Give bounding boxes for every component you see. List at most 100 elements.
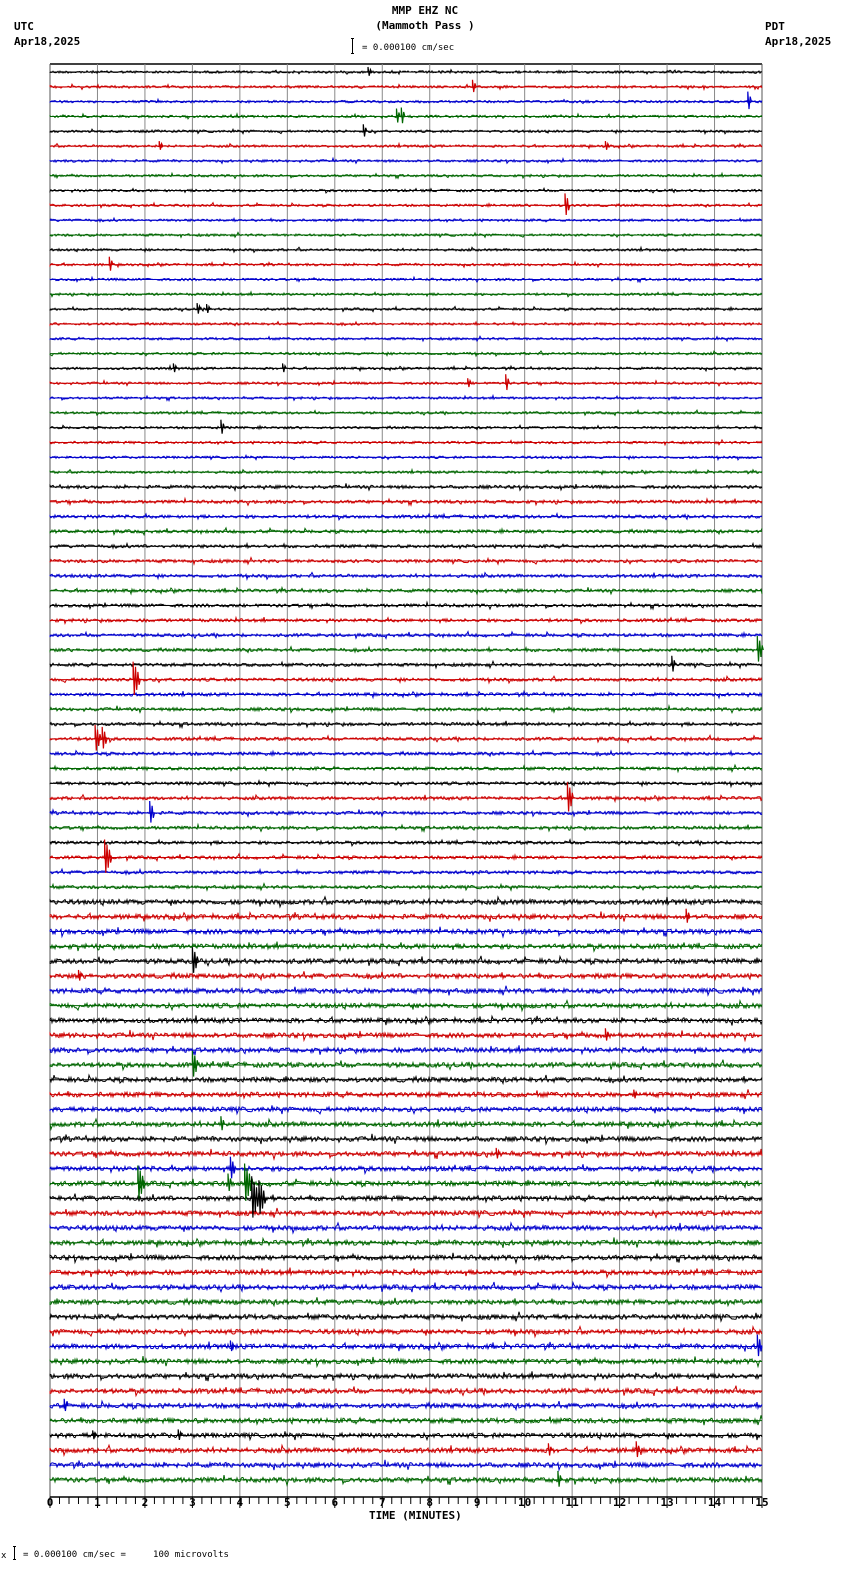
seismic-event — [220, 419, 226, 434]
x-tick-label: 9 — [473, 1496, 481, 1509]
seismic-trace — [49, 290, 763, 298]
seismic-trace — [49, 1073, 763, 1086]
seismic-event — [92, 1430, 97, 1440]
seismic-event — [229, 1340, 235, 1352]
x-tick-label: 15 — [755, 1496, 769, 1509]
seismic-trace — [49, 615, 763, 625]
seismic-event — [747, 91, 752, 110]
seismic-trace — [49, 201, 763, 209]
seismic-event — [177, 1429, 183, 1440]
seismic-trace — [49, 1311, 763, 1323]
seismic-event — [633, 1089, 638, 1099]
x-tick-label: 1 — [94, 1496, 101, 1509]
seismic-trace — [49, 483, 763, 492]
seismic-event — [137, 1165, 146, 1199]
seismic-trace — [49, 350, 763, 358]
seismic-trace — [49, 467, 763, 476]
seismic-trace — [49, 1325, 763, 1339]
seismic-event — [400, 107, 406, 124]
seismic-trace — [49, 719, 763, 730]
seismic-trace — [49, 1089, 763, 1100]
seismic-trace — [49, 260, 763, 269]
seismic-trace — [49, 335, 763, 343]
seismic-event — [227, 1173, 233, 1192]
x-tick-label: 3 — [189, 1496, 196, 1509]
seismic-trace — [49, 378, 763, 387]
seismic-event — [395, 108, 401, 123]
footer-scale-bar-icon — [13, 1546, 17, 1560]
seismic-event — [229, 1156, 236, 1179]
seismic-trace — [49, 526, 763, 537]
seismic-trace — [49, 141, 763, 150]
seismic-event — [685, 908, 691, 923]
seismic-event — [63, 1398, 69, 1412]
seismic-trace — [49, 320, 763, 327]
x-tick-label: 6 — [331, 1496, 339, 1509]
seismic-trace — [49, 82, 763, 92]
seismic-event — [362, 124, 368, 137]
seismic-trace — [49, 187, 763, 194]
seismic-trace — [49, 749, 763, 758]
seismic-trace — [49, 1133, 762, 1146]
seismic-trace — [49, 659, 763, 670]
seismic-event — [557, 1470, 563, 1487]
seismic-trace — [49, 971, 763, 982]
footer-scale-label: = 0.000100 cm/sec = 100 microvolts — [23, 1550, 229, 1560]
x-tick-label: 13 — [660, 1496, 674, 1509]
seismic-event — [564, 193, 571, 216]
seismic-trace — [49, 704, 763, 715]
seismic-trace — [49, 1207, 763, 1220]
seismic-trace — [49, 1280, 763, 1294]
seismic-event — [206, 304, 211, 314]
seismic-trace — [49, 985, 763, 997]
seismic-trace — [49, 1029, 763, 1043]
seismic-trace — [49, 1415, 763, 1426]
seismic-trace — [49, 1014, 763, 1026]
seismic-trace — [49, 1443, 763, 1458]
x-tick-label: 2 — [141, 1496, 149, 1509]
x-tick-label: 5 — [284, 1496, 291, 1509]
seismic-event — [191, 947, 199, 973]
seismic-trace — [49, 128, 763, 136]
station-title: MMP EHZ NC — [391, 4, 459, 17]
seismic-trace — [49, 808, 763, 818]
seismic-trace — [49, 779, 763, 789]
seismic-event — [505, 374, 510, 391]
x-axis-title: TIME (MINUTES) — [369, 1509, 462, 1522]
x-tick-label: 4 — [236, 1496, 244, 1509]
seismic-trace — [49, 1221, 763, 1235]
seismic-event — [604, 141, 610, 150]
left-timezone: UTC — [14, 20, 34, 33]
seismic-trace — [49, 1105, 763, 1116]
seismic-trace — [49, 68, 763, 76]
seismic-event — [220, 1116, 226, 1131]
seismic-trace — [49, 1431, 763, 1442]
seismic-trace — [49, 571, 763, 581]
seismic-trace — [49, 1267, 763, 1279]
right-date: Apr18,2025 — [765, 35, 832, 48]
seismic-event — [77, 969, 83, 981]
seismic-trace — [49, 1340, 763, 1352]
seismic-trace — [49, 838, 763, 848]
seismic-trace — [49, 393, 763, 402]
seismic-trace — [49, 171, 763, 180]
seismic-trace — [49, 1059, 763, 1072]
seismic-trace — [49, 364, 763, 373]
seismic-trace — [49, 793, 763, 804]
seismic-trace — [49, 895, 763, 909]
seismic-event — [471, 79, 477, 93]
seismic-trace — [49, 882, 763, 892]
seismic-trace — [49, 1164, 763, 1176]
seismic-trace — [49, 424, 763, 431]
seismic-trace — [49, 112, 763, 120]
seismic-event — [495, 1147, 501, 1159]
seismic-trace — [49, 216, 763, 224]
seismic-event — [158, 141, 164, 150]
seismic-trace — [49, 763, 763, 774]
seismic-event — [756, 635, 764, 662]
seismic-event — [149, 800, 156, 823]
seismic-trace — [49, 453, 763, 462]
seismic-event — [547, 1443, 553, 1456]
seismic-trace — [49, 1045, 763, 1056]
seismic-trace — [49, 1297, 763, 1308]
